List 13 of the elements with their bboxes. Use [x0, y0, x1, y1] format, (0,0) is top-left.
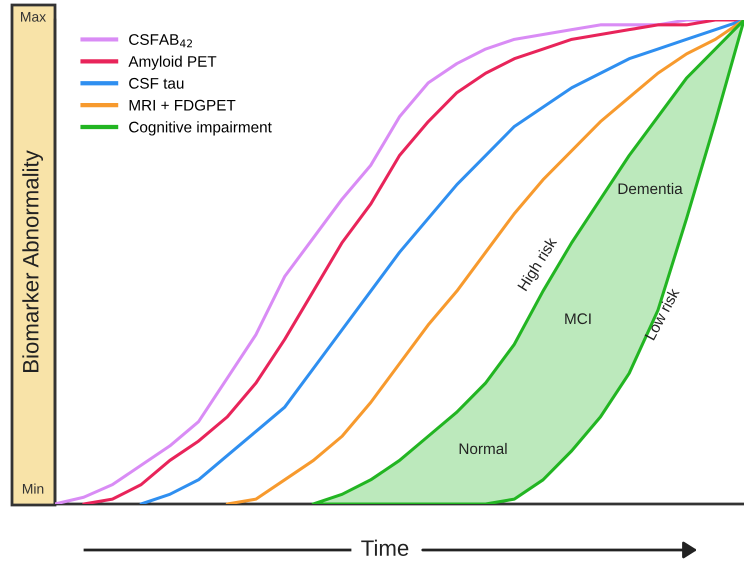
- annotation: Low risk: [644, 286, 680, 341]
- y-axis-title: Biomarker Abnormality: [22, 150, 43, 372]
- text: Min: [22, 484, 44, 494]
- annotation: Normal: [460, 442, 507, 454]
- legend-label: MRI + FDGPET: [130, 100, 236, 111]
- text: Max: [21, 12, 46, 22]
- legend-label: CSFAB$_{42}$: [129, 34, 192, 48]
- annotation: MCI: [565, 313, 591, 324]
- legend-label: CSF tau: [129, 78, 184, 89]
- annotation: Dementia: [618, 182, 683, 194]
- legend-label: Amyloid PET: [128, 56, 216, 70]
- legend-label: Cognitive impairment: [129, 121, 272, 136]
- x-axis-title: Time: [361, 540, 408, 556]
